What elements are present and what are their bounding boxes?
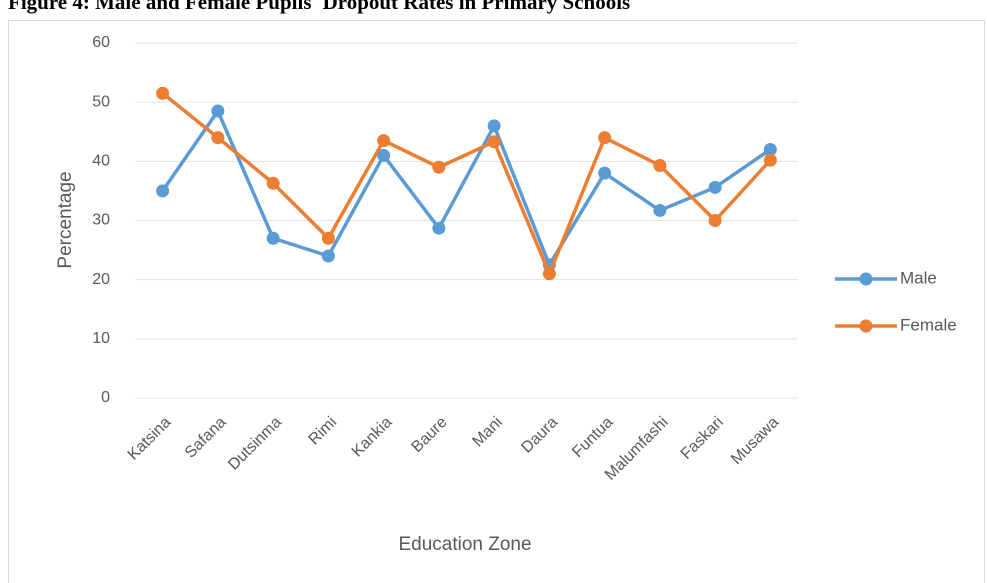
y-tick-label: 60	[92, 34, 110, 51]
data-point	[377, 148, 391, 162]
data-point	[763, 143, 777, 156]
data-point	[266, 176, 280, 190]
legend-marker	[859, 319, 873, 333]
data-point	[377, 134, 391, 148]
data-point	[211, 131, 225, 145]
data-point	[653, 158, 667, 172]
chart-frame	[8, 20, 985, 583]
x-tick-label: Mani	[469, 414, 506, 451]
y-tick-label: 30	[92, 212, 110, 229]
y-tick-label: 20	[92, 271, 110, 288]
x-tick-label: Musawa	[728, 414, 782, 468]
data-point	[487, 119, 501, 133]
chart-title: Figure 4: Male and Female Pupils' Dropou…	[8, 0, 630, 14]
data-point	[156, 86, 170, 100]
x-tick-label: Rimi	[306, 414, 341, 449]
data-point	[598, 131, 612, 145]
y-tick-label: 10	[92, 330, 110, 347]
y-axis-label: Percentage	[55, 171, 76, 268]
data-point	[432, 221, 446, 235]
y-tick-label: 40	[92, 153, 110, 170]
y-tick-label: 0	[101, 389, 110, 406]
x-tick-label: Safana	[182, 414, 230, 462]
data-point	[211, 104, 225, 118]
series-line	[161, 91, 772, 276]
data-point	[321, 249, 335, 263]
data-point	[321, 231, 335, 245]
x-tick-label: Faskari	[678, 414, 727, 463]
x-tick-label: Dutsinma	[225, 414, 285, 474]
data-point	[266, 231, 280, 245]
legend-marker	[859, 272, 873, 286]
data-point	[156, 184, 170, 198]
x-tick-label: Kankia	[349, 414, 396, 461]
data-point	[653, 203, 667, 217]
data-point	[708, 180, 722, 194]
data-point	[487, 135, 501, 149]
x-tick-label: Baure	[408, 414, 450, 456]
y-tick-label: 50	[92, 93, 110, 110]
legend-label: Male	[900, 268, 937, 287]
data-point	[432, 160, 446, 174]
x-tick-label: Daura	[518, 414, 561, 457]
data-point	[708, 214, 722, 227]
x-tick-label: Funtua	[569, 414, 616, 461]
x-axis-label: Education Zone	[398, 534, 531, 555]
data-point	[598, 166, 612, 180]
data-point	[763, 153, 777, 167]
data-point	[542, 267, 556, 281]
x-tick-label: Katsina	[125, 414, 175, 464]
legend-label: Female	[900, 315, 957, 334]
series-line	[161, 109, 772, 267]
